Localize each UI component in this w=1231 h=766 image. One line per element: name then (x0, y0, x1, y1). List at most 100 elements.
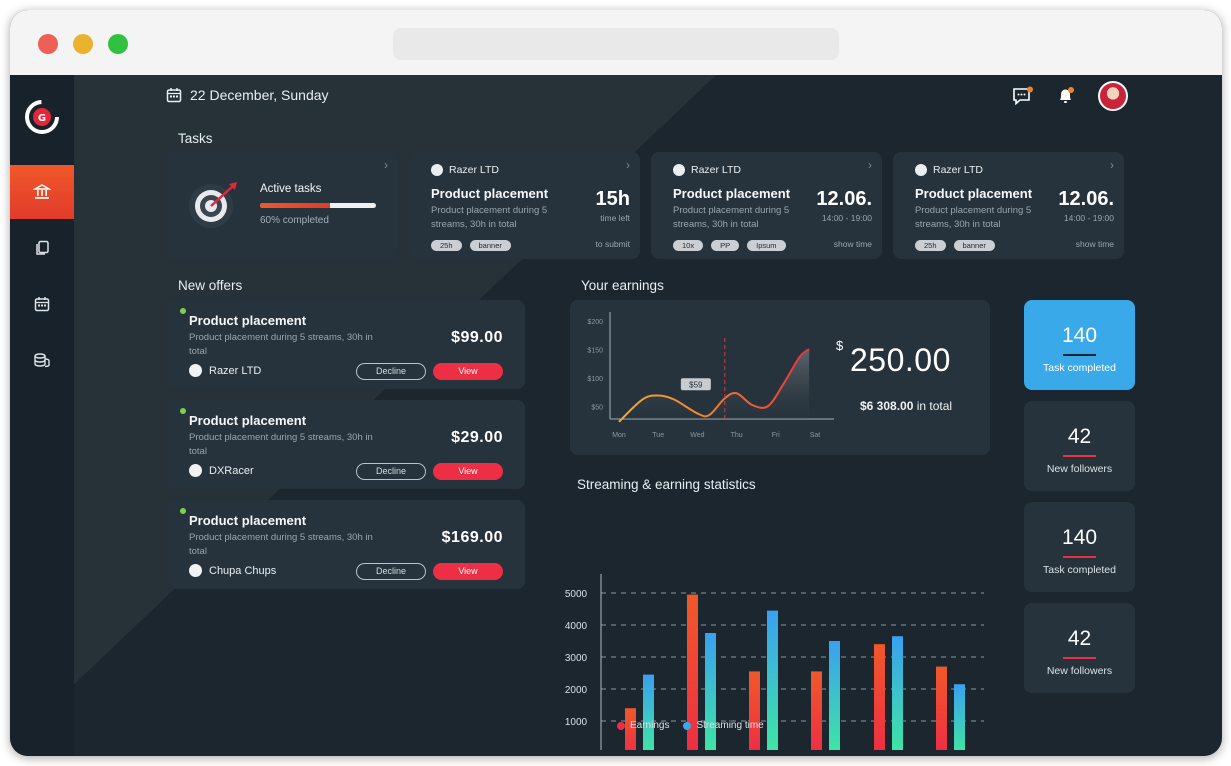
task-company-name: Razer LTD (691, 164, 741, 176)
target-icon (189, 182, 237, 228)
stat-card[interactable]: 140 Task completed (1024, 502, 1135, 592)
task-tag: banner (469, 240, 511, 251)
decline-button[interactable]: Decline (356, 563, 426, 580)
task-description: Product placement during 5 streams, 30h … (431, 205, 548, 230)
chart-legend: Earnings Streaming time (617, 720, 764, 731)
address-bar[interactable] (393, 28, 839, 60)
coins-icon (34, 353, 50, 368)
task-title: Product placement (673, 186, 791, 201)
offer-price: $169.00 (441, 529, 503, 546)
minimize-window-button[interactable] (73, 34, 93, 54)
new-indicator (180, 308, 186, 314)
calendar-icon (166, 88, 182, 103)
earnings-area (619, 349, 810, 422)
close-window-button[interactable] (38, 34, 58, 54)
earnings-chart: $200 $150 $100 $50 $59 Mon Tue Wed Thu Fri Sat (587, 312, 834, 439)
offer-description: Product placement during 5 streams, 30h … (189, 532, 373, 557)
x-tick-label: Wed (690, 432, 704, 439)
chat-icon[interactable] (1012, 86, 1034, 106)
stat-value: 42 (1067, 627, 1092, 650)
offer-company-name: Chupa Chups (209, 564, 277, 577)
active-tasks-progress (260, 203, 376, 208)
chevron-right-icon: › (1110, 158, 1114, 172)
task-card[interactable]: › Razer LTD Product placement Product place… (409, 152, 640, 259)
new-offers-heading: New offers (178, 278, 243, 293)
streaming-bar (643, 674, 654, 750)
decline-button[interactable]: Decline (356, 463, 426, 480)
offer-company-name: Razer LTD (209, 364, 262, 377)
highlight-tooltip-label: $59 (689, 380, 703, 389)
offer-title: Product placement (189, 313, 307, 328)
earnings-bar (874, 644, 885, 750)
earnings-total-amount: $6 308.00 (860, 399, 914, 413)
offer-company-name: DXRacer (209, 464, 254, 477)
earnings-bar (811, 671, 822, 750)
task-description: Product placement during 5 streams, 30h … (673, 205, 790, 230)
offer-description: Product placement during 5 streams, 30h … (189, 432, 373, 457)
new-indicator (180, 408, 186, 414)
earnings-card: $200 $150 $100 $50 $59 Mon Tue Wed Thu Fri Sat $ 2… (570, 300, 990, 455)
calendar-icon (34, 297, 50, 312)
active-tasks-progress-text: 60% completed (260, 215, 329, 226)
sidebar-item-documents[interactable] (10, 221, 74, 275)
chevron-right-icon: › (868, 158, 872, 172)
decline-button[interactable]: Decline (356, 363, 426, 380)
y-tick-label: $100 (587, 376, 603, 383)
stat-underline (1063, 354, 1096, 356)
user-avatar[interactable] (1098, 81, 1128, 111)
earnings-bar (625, 708, 636, 750)
view-button[interactable]: View (433, 563, 503, 580)
y-tick-label: $50 (591, 405, 603, 412)
logo-icon: G (25, 100, 59, 134)
task-footer[interactable]: show time (833, 239, 872, 249)
maximize-window-button[interactable] (108, 34, 128, 54)
chevron-right-icon: › (626, 158, 630, 172)
main-content: 22 December, Sunday Tasks › (74, 75, 1222, 756)
task-card[interactable]: › Razer LTD Product placement Product place… (893, 152, 1124, 259)
task-tag: Ipsum (747, 240, 786, 251)
stat-label: New followers (1046, 665, 1113, 677)
tasks-heading: Tasks (178, 131, 213, 146)
stat-value: 140 (1061, 526, 1098, 549)
stat-card[interactable]: 42 New followers (1024, 401, 1135, 491)
task-footer[interactable]: show time (1075, 239, 1114, 249)
sidebar-item-calendar[interactable] (10, 277, 74, 331)
view-button[interactable]: View (433, 363, 503, 380)
view-button[interactable]: View (433, 463, 503, 480)
task-tag: PP (711, 240, 740, 251)
active-tasks-card[interactable]: › Active tasks 60% completed (167, 152, 398, 259)
task-card[interactable]: › Razer LTD Product placement Product place… (651, 152, 882, 259)
earnings-total: $6 308.00 in total (860, 399, 952, 413)
streaming-bar (705, 633, 716, 750)
task-tag: banner (953, 240, 995, 251)
task-tags: 10x PP Ipsum (673, 240, 786, 251)
company-logo-icon (915, 164, 927, 176)
stat-underline (1063, 556, 1096, 558)
x-tick-label: Sat (810, 432, 821, 439)
offer-title: Product placement (189, 413, 307, 428)
offer-title: Product placement (189, 513, 307, 528)
task-title: Product placement (915, 186, 1033, 201)
x-tick-label: Tue (652, 432, 664, 439)
stat-underline (1063, 455, 1096, 457)
x-tick-label: Fri (772, 432, 781, 439)
offer-company: Chupa Chups (189, 564, 276, 577)
offer-card: Product placement Product placement durin… (167, 300, 525, 389)
legend-item: Earnings (617, 720, 669, 731)
sidebar-item-finance[interactable] (10, 333, 74, 387)
sidebar: G (10, 75, 74, 756)
task-tags: 25h banner (431, 240, 511, 251)
notification-bell-icon[interactable] (1056, 86, 1076, 106)
earnings-value: 250.00 (850, 342, 951, 378)
task-tag: 25h (915, 240, 946, 251)
stat-card[interactable]: 140 Task completed (1024, 300, 1135, 390)
sidebar-item-dashboard[interactable] (10, 165, 74, 219)
y-tick-label: $200 (587, 319, 603, 326)
bank-icon (33, 184, 51, 199)
earnings-bar (936, 666, 947, 750)
earnings-line (618, 348, 810, 423)
stat-card[interactable]: 42 New followers (1024, 603, 1135, 693)
task-footer[interactable]: to submit (595, 239, 631, 249)
offer-card: Product placement Product placement durin… (167, 400, 525, 489)
task-deadline: 12.06. (1058, 188, 1114, 210)
